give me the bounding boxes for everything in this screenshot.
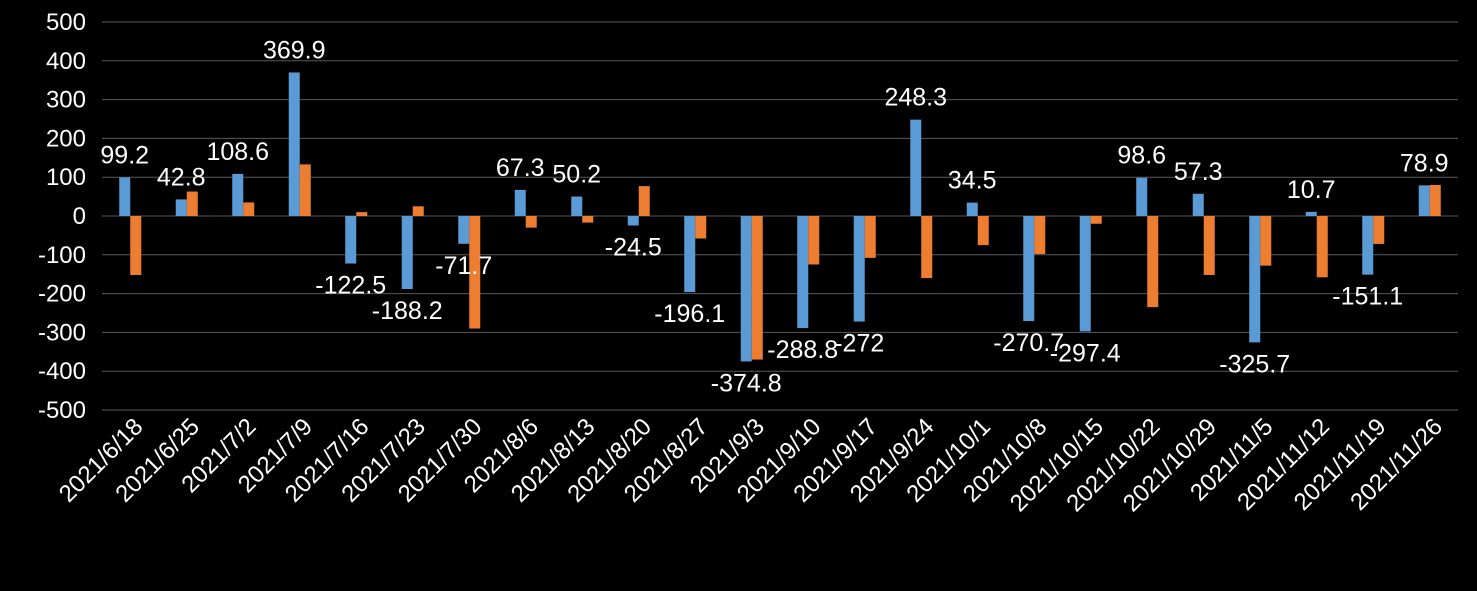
bar-series2-2021-11-26: [1429, 184, 1441, 216]
data-label-2021-10-1: 34.5: [948, 167, 997, 195]
data-label-2021-9-3: -374.8: [711, 369, 782, 397]
bar-series2-2021-8-6: [525, 216, 537, 228]
y-tick-label: 500: [46, 9, 86, 36]
y-tick-label: 200: [46, 125, 86, 152]
y-axis-tick-labels: 500 400 300 200 100 0 -100 -200 -300 -400 -500: [38, 9, 86, 424]
y-tick-label: 400: [46, 48, 86, 75]
bar-series1-2021-7-30: [458, 216, 470, 244]
y-tick-label: -400: [38, 358, 86, 385]
bar-series1-2021-9-10: [797, 216, 809, 329]
data-label-2021-7-30: -71.7: [435, 252, 492, 280]
bar-series1-2021-7-16: [345, 216, 357, 264]
data-label-2021-10-29: 57.3: [1174, 158, 1223, 186]
bar-series1-2021-6-25: [175, 199, 187, 216]
bar-series1-2021-8-27: [684, 216, 696, 293]
data-label-2021-8-20: -24.5: [605, 234, 662, 262]
data-label-2021-11-12: 10.7: [1287, 176, 1336, 204]
bar-series2-2021-6-25: [186, 191, 198, 216]
bar-series1-2021-7-23: [401, 216, 413, 290]
data-label-2021-9-24: 248.3: [884, 84, 947, 112]
bar-series2-2021-9-24: [921, 216, 933, 279]
gridlines: [102, 21, 1458, 411]
data-label-2021-8-13: 50.2: [552, 161, 601, 189]
bar-series2-2021-10-22: [1147, 216, 1159, 308]
bar-series2-2021-11-19: [1373, 216, 1385, 244]
data-label-2021-7-9: 369.9: [263, 36, 326, 64]
bars: [119, 72, 1441, 362]
bar-series1-2021-10-22: [1136, 177, 1148, 216]
data-label-2021-11-5: -325.7: [1219, 350, 1290, 378]
y-tick-label: -200: [38, 281, 86, 308]
bar-series1-2021-7-9: [288, 72, 300, 217]
bar-series1-2021-6-18: [119, 177, 131, 216]
bar-series2-2021-7-2: [243, 202, 255, 216]
bar-series1-2021-8-13: [571, 196, 583, 216]
bar-series2-2021-9-17: [864, 216, 876, 258]
data-label-2021-7-16: -122.5: [315, 272, 386, 300]
bar-series2-2021-10-8: [1034, 216, 1046, 255]
bar-series2-2021-10-29: [1203, 216, 1215, 275]
bar-series2-2021-8-13: [582, 216, 594, 223]
bar-series1-2021-10-1: [966, 202, 978, 216]
data-label-2021-6-18: 99.2: [100, 142, 149, 170]
bar-series1-2021-10-29: [1192, 193, 1204, 216]
y-tick-label: -100: [38, 242, 86, 269]
bar-series1-2021-11-5: [1249, 216, 1261, 343]
y-tick-label: -500: [38, 397, 86, 424]
bar-series2-2021-11-12: [1316, 216, 1328, 278]
bar-series2-2021-11-5: [1260, 216, 1272, 266]
bar-series1-2021-11-26: [1418, 185, 1430, 216]
bar-series1-2021-9-17: [853, 216, 865, 322]
data-label-2021-11-26: 78.9: [1400, 149, 1449, 177]
data-label-2021-9-17: -272: [834, 330, 884, 358]
bar-series1-2021-8-6: [514, 189, 526, 216]
bar-series1-2021-7-2: [232, 173, 244, 216]
bar-series2-2021-9-3: [751, 216, 763, 360]
bar-series1-2021-9-3: [740, 216, 752, 362]
bar-series2-2021-7-23: [412, 206, 424, 216]
bar-series2-2021-10-1: [977, 216, 989, 246]
data-label-2021-7-2: 108.6: [206, 138, 269, 166]
data-label-2021-11-19: -151.1: [1332, 283, 1403, 311]
data-label-2021-8-27: -196.1: [654, 300, 725, 328]
bar-series1-2021-9-24: [910, 119, 922, 216]
bar-series2-2021-8-27: [695, 216, 707, 239]
bar-series2-2021-9-10: [808, 216, 820, 265]
y-tick-label: -300: [38, 319, 86, 346]
x-axis-tick-labels: 2021/6/182021/6/252021/7/22021/7/92021/7…: [54, 413, 1448, 517]
bar-series2-2021-7-16: [356, 212, 368, 216]
y-tick-label: 300: [46, 87, 86, 114]
data-label-2021-10-8: -270.7: [993, 329, 1064, 357]
bar-series1-2021-11-19: [1362, 216, 1374, 275]
bar-series1-2021-10-8: [1023, 216, 1035, 322]
data-label-2021-8-6: 67.3: [496, 154, 545, 182]
bar-series2-2021-7-9: [299, 164, 311, 216]
data-label-2021-10-15: -297.4: [1050, 339, 1121, 367]
bar-series2-2021-6-18: [130, 216, 142, 275]
bar-series2-2021-8-20: [638, 186, 650, 216]
y-tick-label: 100: [46, 164, 86, 191]
data-label-2021-10-22: 98.6: [1117, 142, 1166, 170]
y-tick-label: 0: [73, 203, 86, 230]
data-label-2021-6-25: 42.8: [157, 163, 206, 191]
bar-series1-2021-11-12: [1305, 211, 1317, 216]
bar-series2-2021-7-30: [469, 216, 481, 329]
data-label-2021-7-23: -188.2: [372, 297, 443, 325]
bar-series2-2021-10-15: [1090, 216, 1102, 224]
bar-series1-2021-8-20: [627, 216, 639, 226]
bar-series1-2021-10-15: [1079, 216, 1091, 332]
data-label-2021-9-10: -288.8: [767, 336, 838, 364]
